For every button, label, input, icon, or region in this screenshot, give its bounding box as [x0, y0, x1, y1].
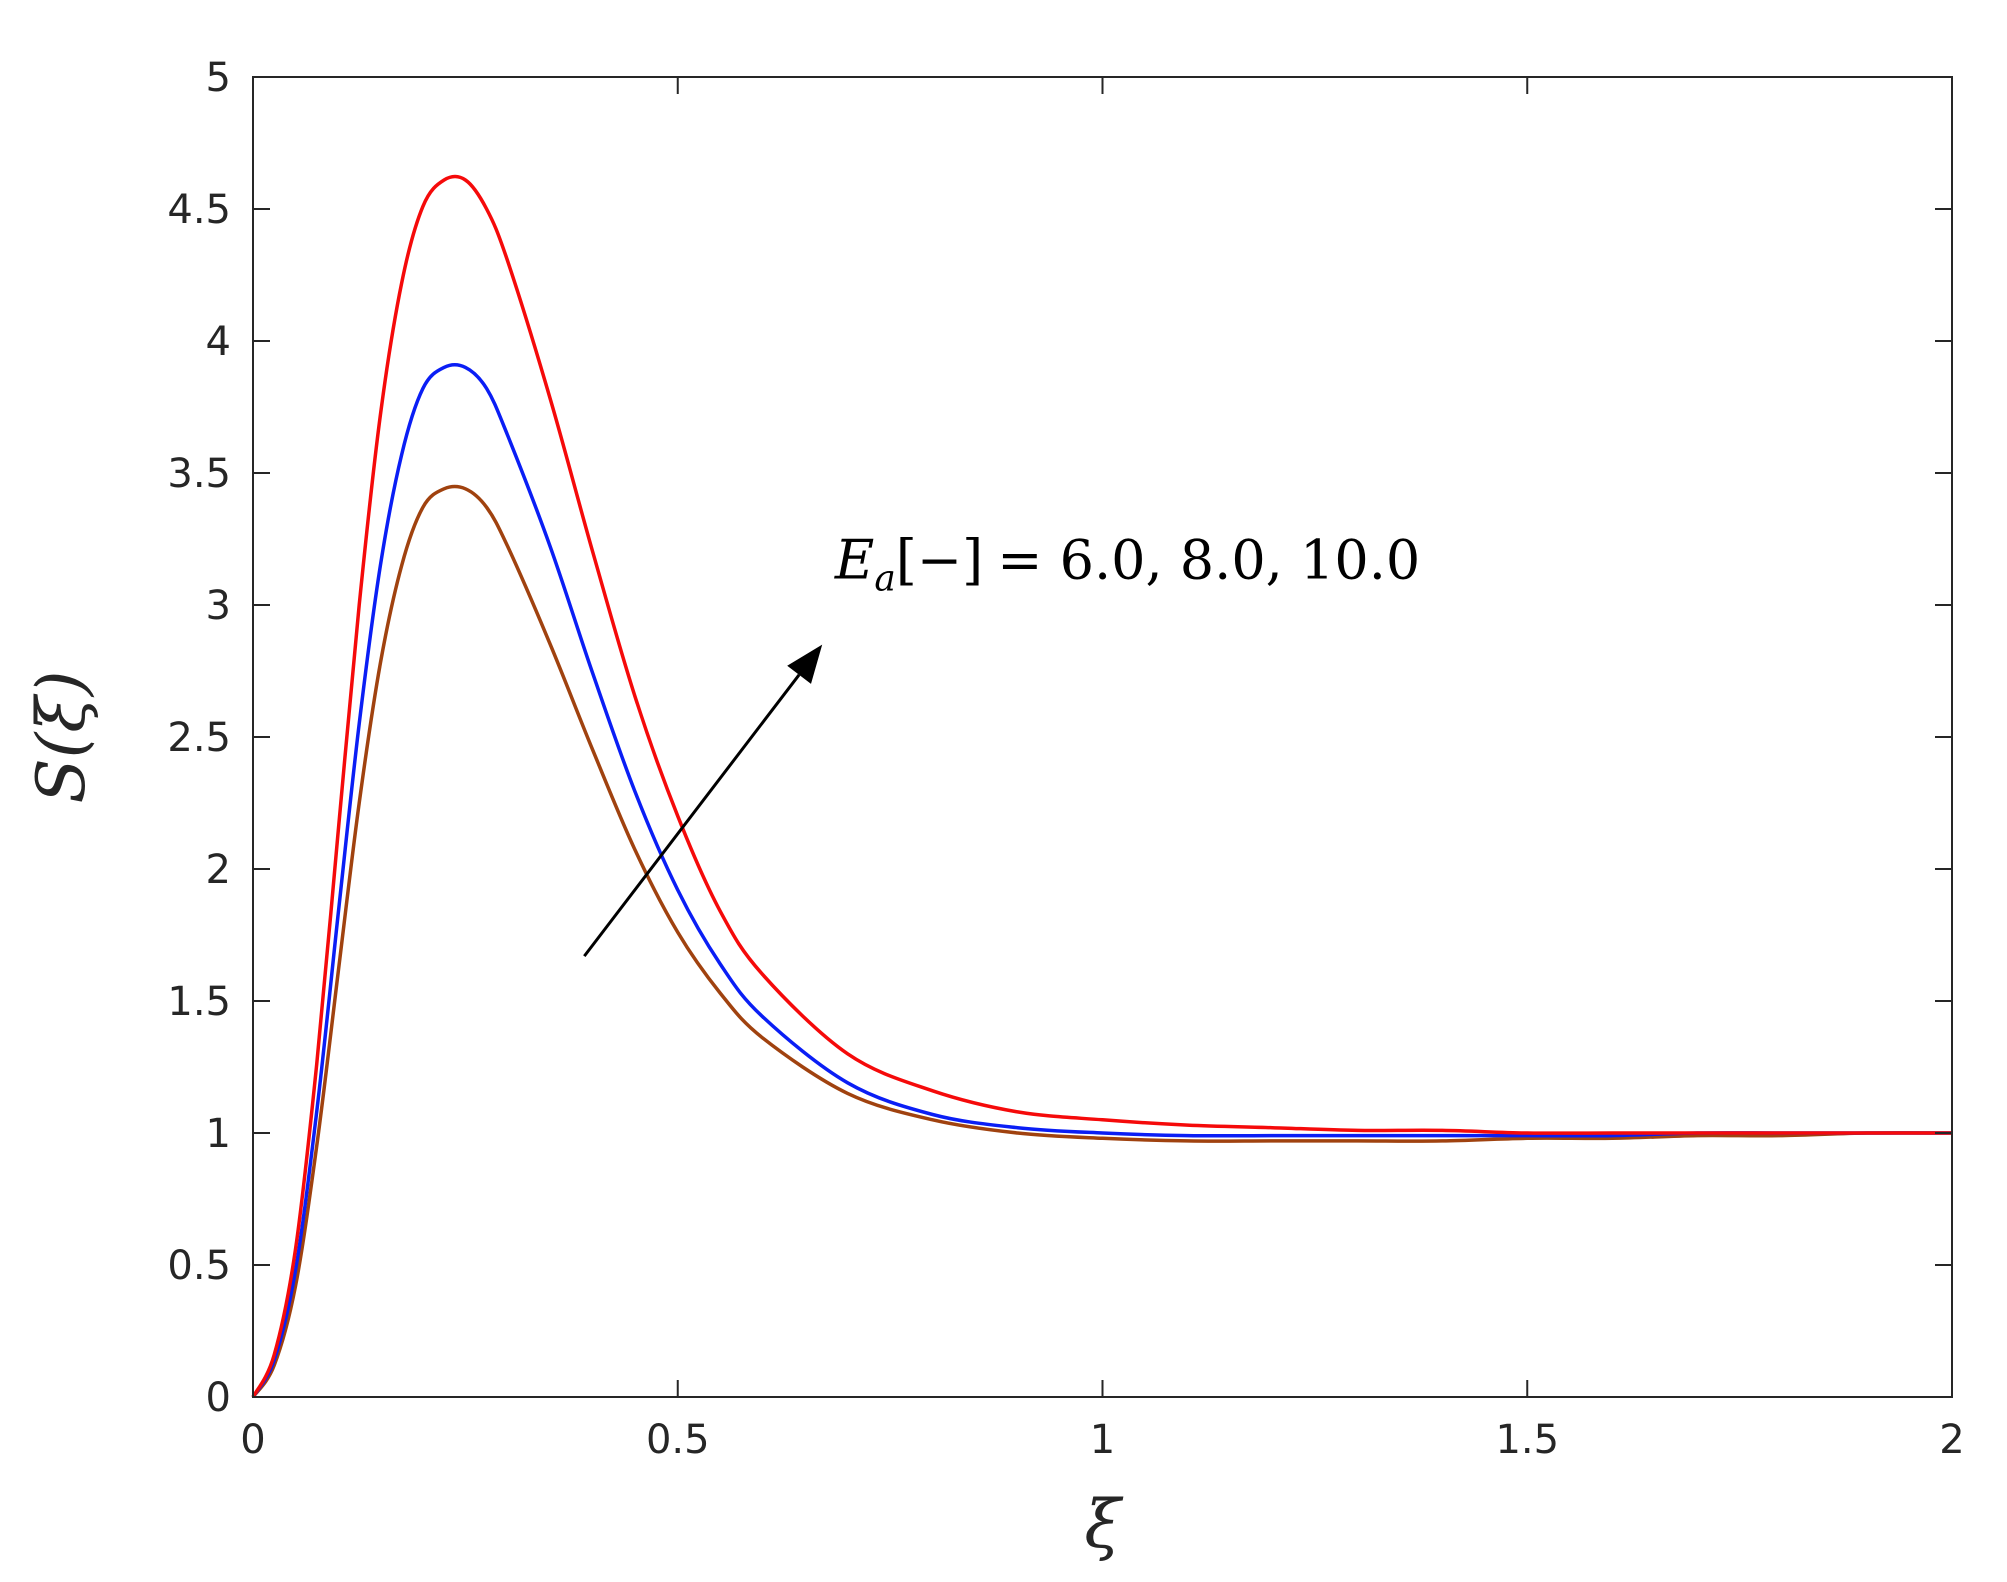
y-tick-label-9: 4.5 [167, 187, 231, 233]
annotation-bracket: [−] [896, 529, 983, 592]
x-tick-label-0: 0 [240, 1417, 265, 1463]
annotation-subscript: a [874, 559, 895, 600]
ticks-layer: 0 0.5 1 1.5 2 0 0.5 1 1.5 2 2.5 3 3.5 4 4.5 5 [167, 55, 1964, 1463]
y-tick-label-3: 1.5 [167, 979, 231, 1025]
y-tick-label-6: 3 [206, 583, 231, 629]
annotation-label: Ea[−] = 6.0, 8.0, 10.0 [834, 529, 1420, 600]
series-line-2 [251, 363, 1952, 1398]
series-layer [251, 174, 1953, 1399]
y-tick-label-10: 5 [206, 55, 231, 101]
annotation: Ea[−] = 6.0, 8.0, 10.0 [583, 529, 1420, 958]
x-axis-label: ξ [1084, 1486, 1124, 1563]
annotation-arrow [583, 673, 801, 958]
series-line-3 [251, 174, 1952, 1398]
y-tick-label-0: 0 [206, 1375, 231, 1421]
series-line-1 [251, 484, 1953, 1399]
y-tick-label-8: 4 [206, 319, 231, 365]
y-tick-label-7: 3.5 [167, 451, 231, 497]
annotation-symbol: E [834, 529, 874, 592]
x-tick-label-1: 0.5 [646, 1417, 710, 1463]
annotation-values: = 6.0, 8.0, 10.0 [997, 529, 1420, 592]
y-tick-label-4: 2 [206, 847, 231, 893]
annotation-arrow-head [787, 644, 823, 684]
plot-area-frame [252, 76, 1953, 1398]
x-tick-label-2: 1 [1090, 1417, 1115, 1463]
y-axis-label: S(ξ) [23, 670, 100, 803]
x-tick-label-3: 1.5 [1495, 1417, 1559, 1463]
y-tick-label-2: 1 [206, 1111, 231, 1157]
x-tick-label-4: 2 [1939, 1417, 1964, 1463]
y-tick-label-1: 0.5 [167, 1243, 231, 1289]
y-tick-label-5: 2.5 [167, 715, 231, 761]
